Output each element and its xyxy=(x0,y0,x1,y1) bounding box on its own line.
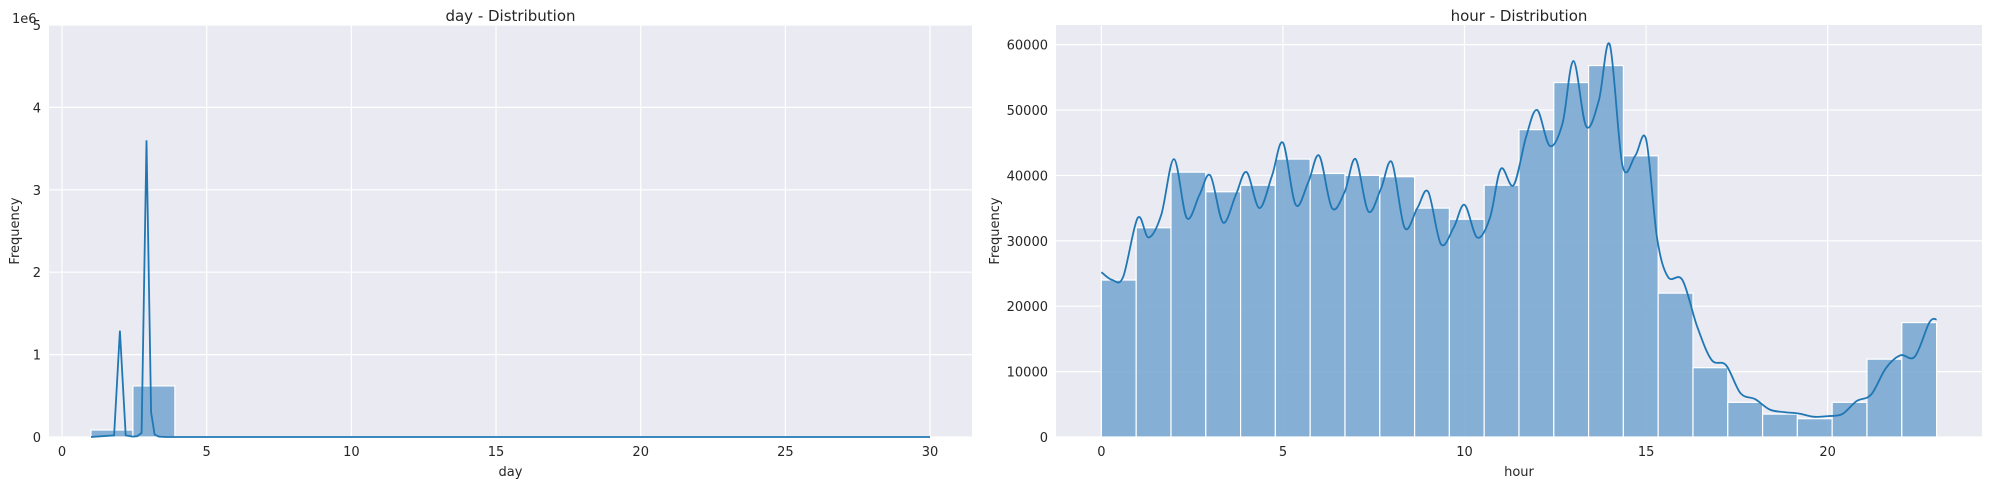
y-tick-label: 10000 xyxy=(1007,366,1048,381)
x-tick-label: 5 xyxy=(1279,445,1287,460)
x-tick-label: 20 xyxy=(1819,445,1836,460)
histogram-bar xyxy=(1206,192,1241,437)
x-tick-label: 20 xyxy=(632,445,649,460)
histogram-bar xyxy=(1136,228,1171,437)
y-axis-label: Frequency xyxy=(8,197,23,264)
y-tick-label: 1 xyxy=(33,349,41,364)
chart-title: hour - Distribution xyxy=(1451,7,1588,25)
histogram-bar xyxy=(1380,177,1415,437)
x-tick-label: 10 xyxy=(343,445,360,460)
histogram-bar xyxy=(1449,219,1484,437)
hour-distribution-chart: 0 5 10 15 200100002000030000400005000060000 … xyxy=(988,7,1982,480)
histogram-bar xyxy=(1693,368,1728,437)
histogram-bar xyxy=(1902,323,1937,437)
histogram-bar xyxy=(1797,419,1832,437)
y-tick-label: 3 xyxy=(33,184,41,199)
y-tick-label: 20000 xyxy=(1007,300,1048,315)
y-tick-label: 0 xyxy=(1040,431,1048,446)
histogram-bar xyxy=(1171,172,1206,437)
histogram-bar xyxy=(1658,293,1693,437)
y-axis-offset-text: 1e6 xyxy=(12,12,37,27)
histogram-bar xyxy=(1345,175,1380,437)
y-tick-label: 2 xyxy=(33,266,41,281)
histogram-bar xyxy=(1728,402,1763,437)
y-tick-label: 30000 xyxy=(1007,235,1048,250)
x-tick-label: 25 xyxy=(777,445,794,460)
x-tick-label: 0 xyxy=(58,445,66,460)
plot-area xyxy=(49,25,972,437)
histogram-bar xyxy=(1763,414,1798,437)
histogram-bar xyxy=(1519,130,1554,437)
histogram-bar xyxy=(1275,159,1310,437)
y-tick-label: 40000 xyxy=(1007,169,1048,184)
x-tick-label: 15 xyxy=(488,445,505,460)
x-axis-label: hour xyxy=(1504,465,1534,480)
histogram-bar xyxy=(1101,280,1136,437)
y-tick-label: 0 xyxy=(33,431,41,446)
histogram-bar xyxy=(1241,185,1276,437)
x-tick-label: 15 xyxy=(1638,445,1655,460)
y-tick-label: 4 xyxy=(33,101,41,116)
x-tick-label: 5 xyxy=(203,445,211,460)
histogram-bar xyxy=(1484,185,1519,437)
y-tick-label: 50000 xyxy=(1007,104,1048,119)
x-tick-label: 10 xyxy=(1456,445,1473,460)
chart-title: day - Distribution xyxy=(445,7,575,25)
histogram-bar xyxy=(1310,173,1345,437)
histogram-bar xyxy=(1415,208,1450,437)
y-tick-label: 60000 xyxy=(1007,39,1048,54)
x-tick-label: 0 xyxy=(1097,445,1105,460)
y-axis-label: Frequency xyxy=(988,197,1003,264)
x-axis-label: day xyxy=(499,465,523,480)
x-tick-label: 30 xyxy=(922,445,939,460)
